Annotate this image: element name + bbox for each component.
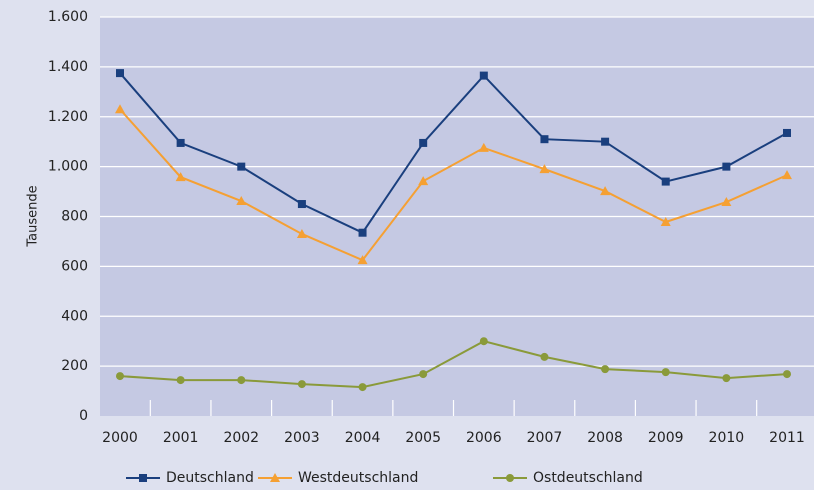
- x-tick-label: 2006: [466, 430, 502, 446]
- data-point: [540, 352, 549, 361]
- data-point: [660, 216, 671, 226]
- series-line: [119, 72, 788, 234]
- data-point: [419, 138, 428, 147]
- data-point: [600, 186, 611, 196]
- data-point: [175, 172, 186, 182]
- series-line: [119, 108, 788, 262]
- data-point: [418, 176, 429, 186]
- legend-label: Westdeutschland: [298, 470, 418, 486]
- y-tick-label: 1.200: [48, 109, 88, 125]
- data-point: [479, 337, 488, 346]
- data-point: [782, 170, 792, 180]
- y-tick-label: 800: [61, 209, 88, 225]
- data-point: [176, 138, 185, 147]
- data-point: [116, 69, 124, 78]
- data-point: [115, 104, 125, 114]
- data-point: [116, 372, 124, 381]
- data-point: [721, 197, 732, 207]
- legend-marker: [270, 473, 280, 482]
- data-point: [601, 365, 610, 374]
- data-point: [540, 135, 549, 144]
- legend-marker: [139, 474, 147, 482]
- x-tick-label: 2001: [163, 430, 199, 446]
- data-point: [296, 228, 307, 238]
- data-point: [237, 162, 246, 171]
- data-point: [661, 368, 670, 377]
- data-point: [237, 376, 246, 385]
- data-point: [358, 383, 367, 392]
- x-tick-label: 2010: [709, 430, 745, 446]
- data-point: [358, 228, 367, 237]
- y-tick-label: 1.000: [48, 159, 88, 175]
- data-point: [297, 380, 306, 389]
- data-point: [357, 255, 368, 265]
- data-point: [601, 137, 610, 146]
- data-point: [176, 376, 185, 385]
- legend-marker: [506, 474, 514, 482]
- x-tick-label: 2004: [345, 430, 381, 446]
- y-tick-label: 1.400: [48, 59, 88, 75]
- data-point: [661, 177, 670, 186]
- legend-label: Deutschland: [166, 470, 254, 486]
- y-tick-label: 1.600: [48, 9, 88, 25]
- data-point: [539, 164, 550, 174]
- y-axis-label: Tausende: [26, 185, 41, 247]
- x-tick-label: 2011: [769, 430, 805, 446]
- series-line: [119, 340, 788, 389]
- y-tick-label: 600: [61, 258, 88, 274]
- x-tick-label: 2008: [587, 430, 623, 446]
- data-point: [783, 370, 791, 379]
- legend-label: Ostdeutschland: [533, 470, 643, 486]
- data-point: [478, 142, 489, 152]
- x-tick-label: 2007: [527, 430, 563, 446]
- x-tick-label: 2000: [102, 430, 138, 446]
- data-point: [297, 200, 306, 209]
- data-point: [479, 71, 488, 80]
- data-point: [722, 162, 731, 171]
- data-point: [236, 196, 247, 206]
- data-point: [722, 374, 731, 383]
- x-tick-label: 2002: [223, 430, 259, 446]
- x-tick-label: 2005: [405, 430, 441, 446]
- x-tick-label: 2009: [648, 430, 684, 446]
- data-point: [783, 128, 791, 137]
- y-tick-label: 200: [61, 358, 88, 374]
- x-tick-label: 2003: [284, 430, 320, 446]
- y-tick-label: 0: [79, 408, 88, 424]
- data-point: [419, 370, 428, 379]
- y-tick-label: 400: [61, 308, 88, 324]
